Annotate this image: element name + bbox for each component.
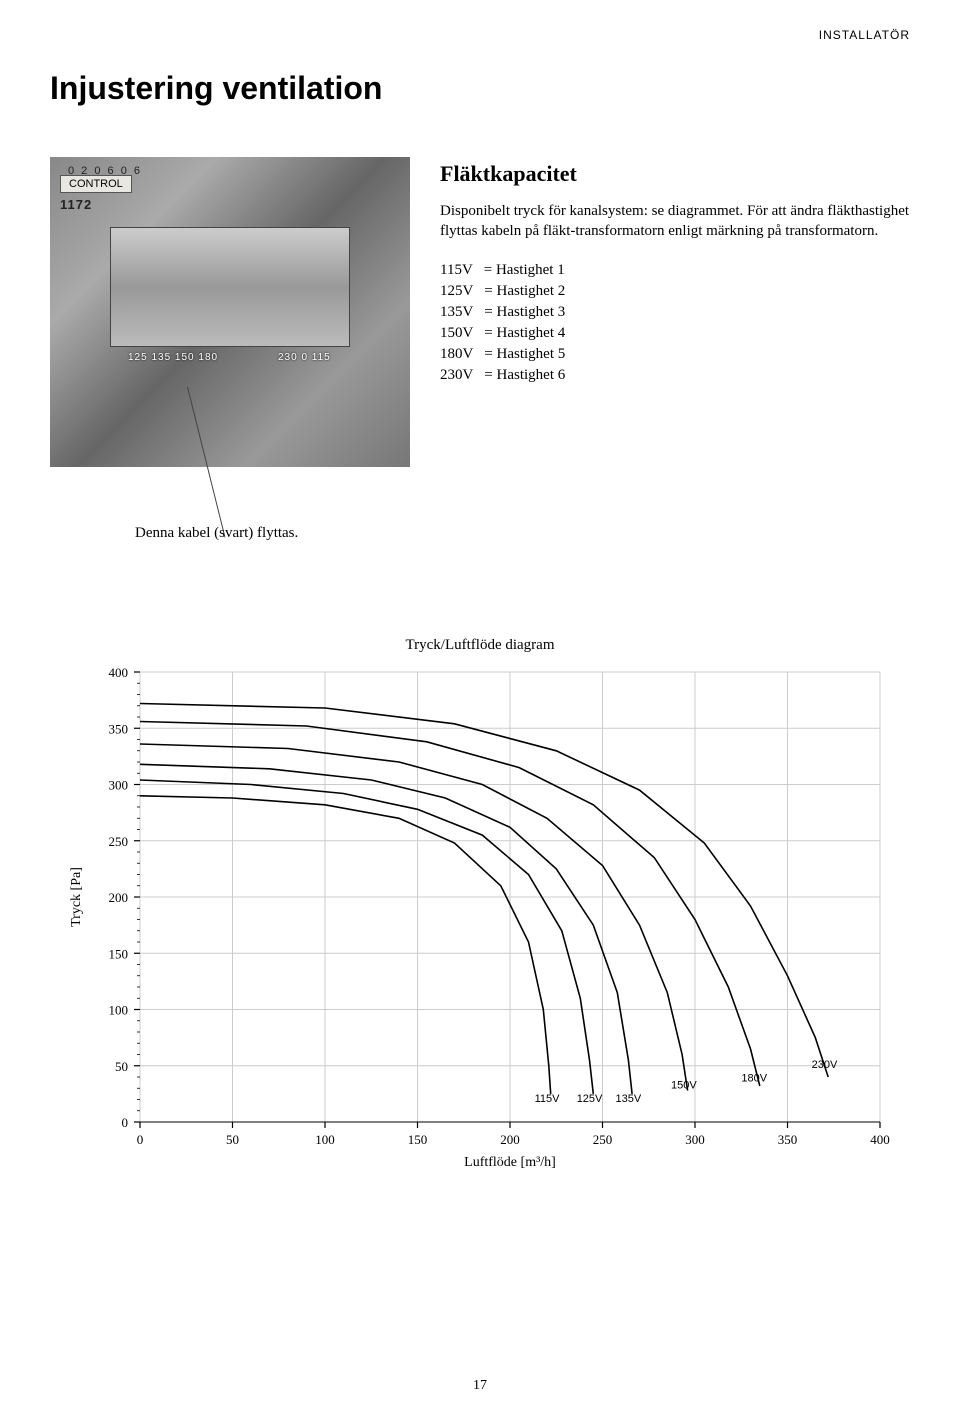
subheading: Fläktkapacitet xyxy=(440,161,910,187)
x-tick-label: 300 xyxy=(685,1132,705,1147)
speed-row: 115V = Hastighet 1 xyxy=(440,260,910,281)
speed-list: 115V = Hastighet 1125V = Hastighet 2135V… xyxy=(440,260,910,386)
series-label-115V: 115V xyxy=(535,1093,561,1105)
series-label-230V: 230V xyxy=(812,1059,838,1071)
speed-row: 125V = Hastighet 2 xyxy=(440,281,910,302)
series-230V xyxy=(140,704,828,1078)
photo-control-label: CONTROL xyxy=(60,175,132,193)
series-label-180V: 180V xyxy=(741,1073,767,1085)
photo-model-label: 1172 xyxy=(60,197,92,212)
x-tick-label: 400 xyxy=(870,1132,890,1147)
y-tick-label: 350 xyxy=(109,721,129,736)
y-tick-label: 50 xyxy=(115,1059,128,1074)
page-number: 17 xyxy=(473,1378,487,1394)
speed-row: 150V = Hastighet 4 xyxy=(440,323,910,344)
speed-row: 180V = Hastighet 5 xyxy=(440,344,910,365)
x-tick-label: 350 xyxy=(778,1132,798,1147)
series-label-150V: 150V xyxy=(671,1079,697,1091)
header-category: INSTALLATÖR xyxy=(819,28,910,42)
y-tick-label: 400 xyxy=(109,665,129,680)
top-section: 0 2 0 6 0 6 CONTROL 1172 125 135 150 180… xyxy=(50,157,910,467)
x-tick-label: 0 xyxy=(137,1132,144,1147)
series-150V xyxy=(140,744,688,1091)
pressure-flow-chart: 0 50 100 150 200 250 300 350 400 0 50 100 150 200 250 3… xyxy=(50,662,900,1172)
terminal-labels-left: 125 135 150 180 xyxy=(128,352,218,363)
series-label-135V: 135V xyxy=(616,1093,642,1105)
speed-row: 135V = Hastighet 3 xyxy=(440,302,910,323)
x-tick-label: 150 xyxy=(408,1132,428,1147)
transformer-block xyxy=(110,227,350,347)
page-title: Injustering ventilation xyxy=(50,70,910,107)
y-tick-label: 250 xyxy=(109,834,129,849)
y-tick-label: 0 xyxy=(122,1115,129,1130)
y-axis-label: Tryck [Pa] xyxy=(69,867,84,927)
description-paragraph: Disponibelt tryck för kanalsystem: se di… xyxy=(440,201,910,242)
y-tick-label: 150 xyxy=(109,946,129,961)
chart-title: Tryck/Luftflöde diagram xyxy=(50,637,910,654)
y-tick-label: 100 xyxy=(109,1003,129,1018)
x-tick-label: 250 xyxy=(593,1132,613,1147)
x-tick-label: 50 xyxy=(226,1132,239,1147)
y-tick-label: 200 xyxy=(109,890,129,905)
chart-section: Tryck/Luftflöde diagram 0 50 100 150 200 250 3… xyxy=(50,637,910,1177)
x-tick-label: 200 xyxy=(500,1132,520,1147)
series-135V xyxy=(140,764,632,1094)
x-axis-label: Luftflöde [m³/h] xyxy=(464,1155,556,1170)
transformer-photo: 0 2 0 6 0 6 CONTROL 1172 125 135 150 180… xyxy=(50,157,410,467)
series-label-125V: 125V xyxy=(577,1093,603,1105)
terminal-labels-right: 230 0 115 xyxy=(278,352,331,363)
cable-caption: Denna kabel (svart) flyttas. xyxy=(135,525,298,542)
speed-row: 230V = Hastighet 6 xyxy=(440,365,910,386)
chart-container: 0 50 100 150 200 250 300 350 400 0 50 100 150 200 250 3… xyxy=(50,662,910,1177)
cable-pointer-line xyxy=(187,387,225,538)
x-tick-label: 100 xyxy=(315,1132,335,1147)
description-block: Fläktkapacitet Disponibelt tryck för kan… xyxy=(440,157,910,467)
y-tick-label: 300 xyxy=(109,778,129,793)
